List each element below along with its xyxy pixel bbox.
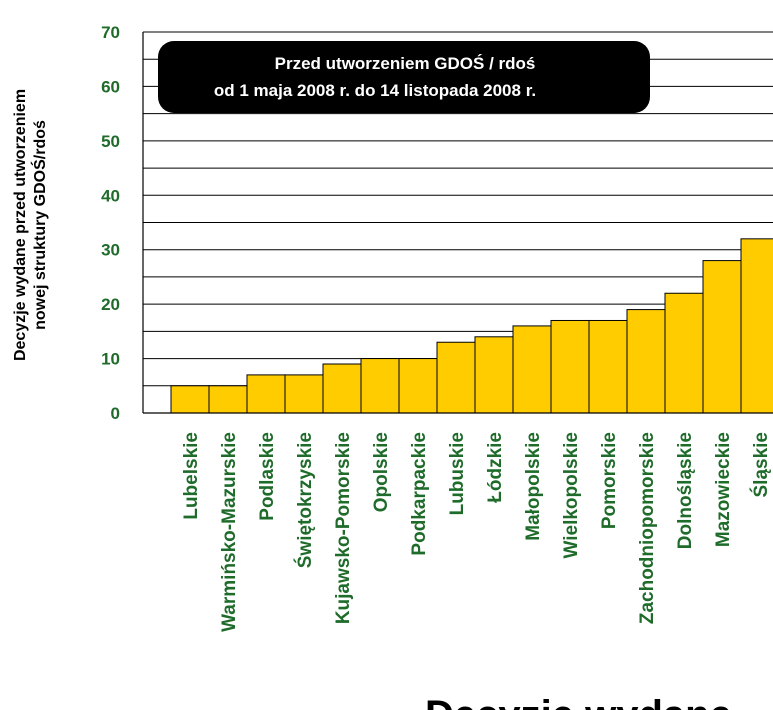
annotation-line-1: Przed utworzeniem GDOŚ / rdoś: [275, 54, 536, 73]
x-category-label: Śląskie: [750, 432, 772, 498]
bar: [588, 319, 628, 414]
bar: [360, 358, 400, 414]
bar: [284, 374, 324, 414]
bar: [170, 385, 210, 414]
y-axis-title: Decyzje wydane przed utworzeniem nowej s…: [12, 89, 49, 361]
bar: [512, 325, 552, 414]
x-category-label: Pomorskie: [599, 432, 620, 529]
x-category-label: Kujawsko-Pomorskie: [333, 432, 354, 624]
x-category-label: Łódzkie: [485, 432, 506, 503]
x-category-label: Zachodniopomorskie: [637, 432, 658, 624]
cut-off-slide-title: Decyzje wydane: [425, 693, 732, 710]
x-category-label: Lubelskie: [181, 432, 202, 520]
bar: [398, 358, 438, 414]
x-category-label: Warmińsko-Mazurskie: [219, 432, 240, 632]
bar: [740, 238, 773, 414]
x-category-label: Podkarpackie: [409, 432, 430, 556]
y-tick-labels: 0 10 20 30 40 50 60 70: [101, 23, 120, 423]
y-tick-label: 50: [101, 132, 120, 151]
bar: [550, 319, 590, 414]
y-tick-label: 40: [101, 186, 120, 205]
annotation-line-2: od 1 maja 2008 r. do 14 listopada 2008 r…: [214, 81, 536, 100]
x-category-label: Lubuskie: [447, 432, 468, 515]
x-category-labels: Lubelskie Warmińsko-Mazurskie Podlaskie Świ…: [181, 432, 772, 632]
y-axis-title-line-2: nowej struktury GDOŚ/rdoś: [30, 120, 49, 330]
x-category-label: Mazowieckie: [713, 432, 734, 547]
y-axis-title-line-1: Decyzje wydane przed utworzeniem: [12, 89, 29, 361]
y-tick-label: 30: [101, 241, 120, 260]
bar: [664, 292, 704, 414]
y-tick-label: 10: [101, 350, 120, 369]
y-tick-label: 70: [101, 23, 120, 42]
bar: [246, 374, 286, 414]
y-tick-label: 0: [111, 404, 120, 423]
bar: [474, 336, 514, 414]
bar: [208, 385, 248, 414]
bar: [436, 341, 476, 414]
x-category-label: Opolskie: [371, 432, 392, 512]
bars: [170, 238, 773, 414]
x-category-label: Małopolskie: [523, 432, 544, 541]
annotation-background: [158, 41, 650, 113]
y-tick-label: 20: [101, 295, 120, 314]
x-category-label: Podlaskie: [257, 432, 278, 521]
annotation-box: Przed utworzeniem GDOŚ / rdoś od 1 maja …: [158, 41, 650, 113]
x-category-label: Wielkopolskie: [561, 432, 582, 559]
y-tick-label: 60: [101, 77, 120, 96]
x-category-label: Dolnośląskie: [675, 432, 696, 549]
bar: [702, 260, 742, 414]
bar: [322, 363, 362, 414]
axes: [142, 32, 773, 414]
x-category-label: Świętokrzyskie: [294, 432, 316, 568]
bar: [626, 309, 666, 414]
